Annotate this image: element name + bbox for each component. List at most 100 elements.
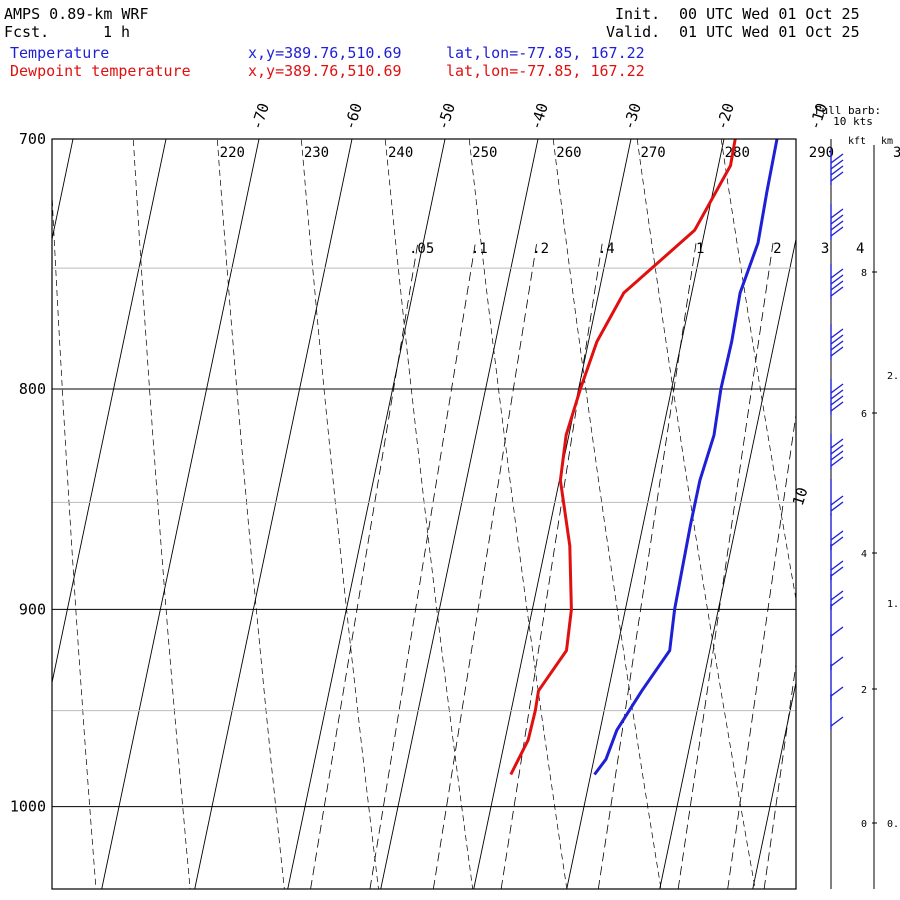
barb-title: Full barb: (815, 104, 881, 117)
theta-tick-label: 230 (304, 145, 329, 161)
wind-barb-flag (830, 626, 844, 637)
kft-tick-label: 6 (861, 409, 867, 420)
temperature-tick-label: -20 (712, 101, 737, 132)
wind-barb-flag (830, 214, 844, 225)
wind-barb (830, 604, 844, 640)
theta-tick-label: 290 (809, 145, 834, 161)
wind-barb-flag (830, 383, 844, 394)
theta-tick-label: 240 (388, 145, 413, 161)
pressure-tick-label: 800 (19, 380, 46, 398)
model-title: AMPS 0.89-km WRF (4, 5, 149, 23)
isotherm-line (194, 139, 353, 889)
kft-tick-label: 4 (861, 549, 867, 560)
theta-tick-label: 260 (556, 145, 581, 161)
wind-barb (830, 379, 844, 415)
theta-tick-label: 270 (640, 145, 665, 161)
legend-dewpoint-xy: x,y=389.76,510.69 (248, 62, 402, 80)
dry-adiabat-line (636, 139, 756, 889)
isotherm-line (473, 139, 632, 889)
dewpoint-series-line (509, 139, 737, 776)
wind-barb-flag (830, 596, 844, 607)
pressure-tick-label: 1000 (10, 798, 46, 816)
dry-adiabat-line (300, 139, 379, 889)
fcst-value: 1 h (103, 23, 131, 41)
wind-barb-flag (830, 346, 844, 357)
wind-barb-flag (830, 495, 844, 506)
dry-adiabat-line (52, 186, 97, 889)
dry-adiabat-line (865, 0, 900, 898)
sounding-series (509, 139, 779, 776)
mixing-ratio-label: 4 (856, 241, 864, 257)
mixing-ratio-line (597, 242, 697, 889)
dry-adiabat-line (384, 139, 474, 889)
temperature-tick-label: -60 (340, 101, 365, 132)
wind-barb-flag (830, 159, 844, 170)
wind-barb-flag (830, 456, 844, 467)
legend-dewpoint-latlon: lat,lon=-77.85, 167.22 (446, 62, 645, 80)
mixing-ratio-line (817, 243, 900, 889)
wind-barb (830, 264, 844, 300)
dry-adiabat-line (468, 139, 568, 889)
wind-barb-flag (830, 286, 844, 297)
wind-barb (830, 544, 844, 580)
legend-dewpoint-label: Dewpoint temperature (10, 62, 191, 80)
km-tick-label: 1. (887, 599, 899, 610)
pressure-tick-label: 900 (19, 600, 46, 618)
axis-labels: 7008009001000-70-60-50-40-30-20-10010220… (10, 101, 900, 816)
mixing-ratio-line (369, 242, 476, 889)
legend-temperature-label: Temperature (10, 44, 110, 62)
km-tick-label: 2. (887, 371, 899, 382)
valid-label: Valid. (606, 23, 661, 41)
wind-barb-flag (830, 450, 844, 461)
wind-barb-flag (830, 716, 844, 727)
wind-barb-flag (830, 389, 844, 400)
wind-barb-flag (830, 444, 844, 455)
dry-adiabat-line (783, 0, 900, 898)
kft-tick-label: 0 (861, 819, 867, 830)
mixing-ratio-label: .1 (471, 241, 488, 257)
wind-barb-flag (830, 171, 844, 182)
wind-barb-flag (830, 268, 844, 279)
wind-barb-flag (830, 536, 844, 547)
wind-barb (830, 204, 844, 240)
wind-barb-flag (830, 226, 844, 237)
dry-adiabat-line (720, 139, 796, 602)
wind-barb-flag (830, 566, 844, 577)
kft-tick-label: 2 (861, 685, 867, 696)
wind-barb-flag (830, 340, 844, 351)
init-value: 00 UTC Wed 01 Oct 25 (679, 5, 860, 23)
fcst-label: Fcst. (4, 23, 50, 41)
wind-barb-flag (830, 560, 844, 571)
dry-adiabat-line (132, 139, 191, 889)
isotherm-line (566, 139, 725, 889)
wind-barb (830, 479, 844, 515)
wind-barb (830, 324, 844, 360)
temperature-tick-label: -40 (526, 101, 551, 132)
mixing-ratio-label: 3 (821, 241, 829, 257)
temperature-tick-label: 10 (789, 485, 812, 508)
wind-barb-flag (830, 153, 844, 164)
mixing-ratio-label: .4 (598, 241, 615, 257)
temperature-series-line (593, 139, 779, 776)
theta-tick-label: 300 (893, 145, 900, 161)
wind-barb (830, 574, 844, 610)
dry-adiabat-line (216, 139, 285, 889)
mixing-ratio-line (310, 242, 419, 889)
wind-barb-flag (830, 208, 844, 219)
isotherm-line (752, 680, 796, 889)
wind-barb-flag (830, 328, 844, 339)
dry-adiabat-line (552, 139, 662, 889)
wind-barb-flag (830, 590, 844, 601)
kft-label: kft (848, 136, 866, 147)
theta-tick-label: 220 (220, 145, 245, 161)
wind-barb (830, 514, 844, 550)
mixing-ratio-line (763, 661, 796, 889)
wind-barb-flag (830, 530, 844, 541)
temperature-tick-label: -70 (247, 101, 272, 132)
wind-barb-panel: Full barb:10 kts kft km 8 6 4 2 0 2. 1. 0. (815, 104, 899, 889)
mixing-ratio-line (677, 242, 774, 889)
wind-barb (830, 434, 844, 470)
km-label: km (881, 136, 893, 147)
